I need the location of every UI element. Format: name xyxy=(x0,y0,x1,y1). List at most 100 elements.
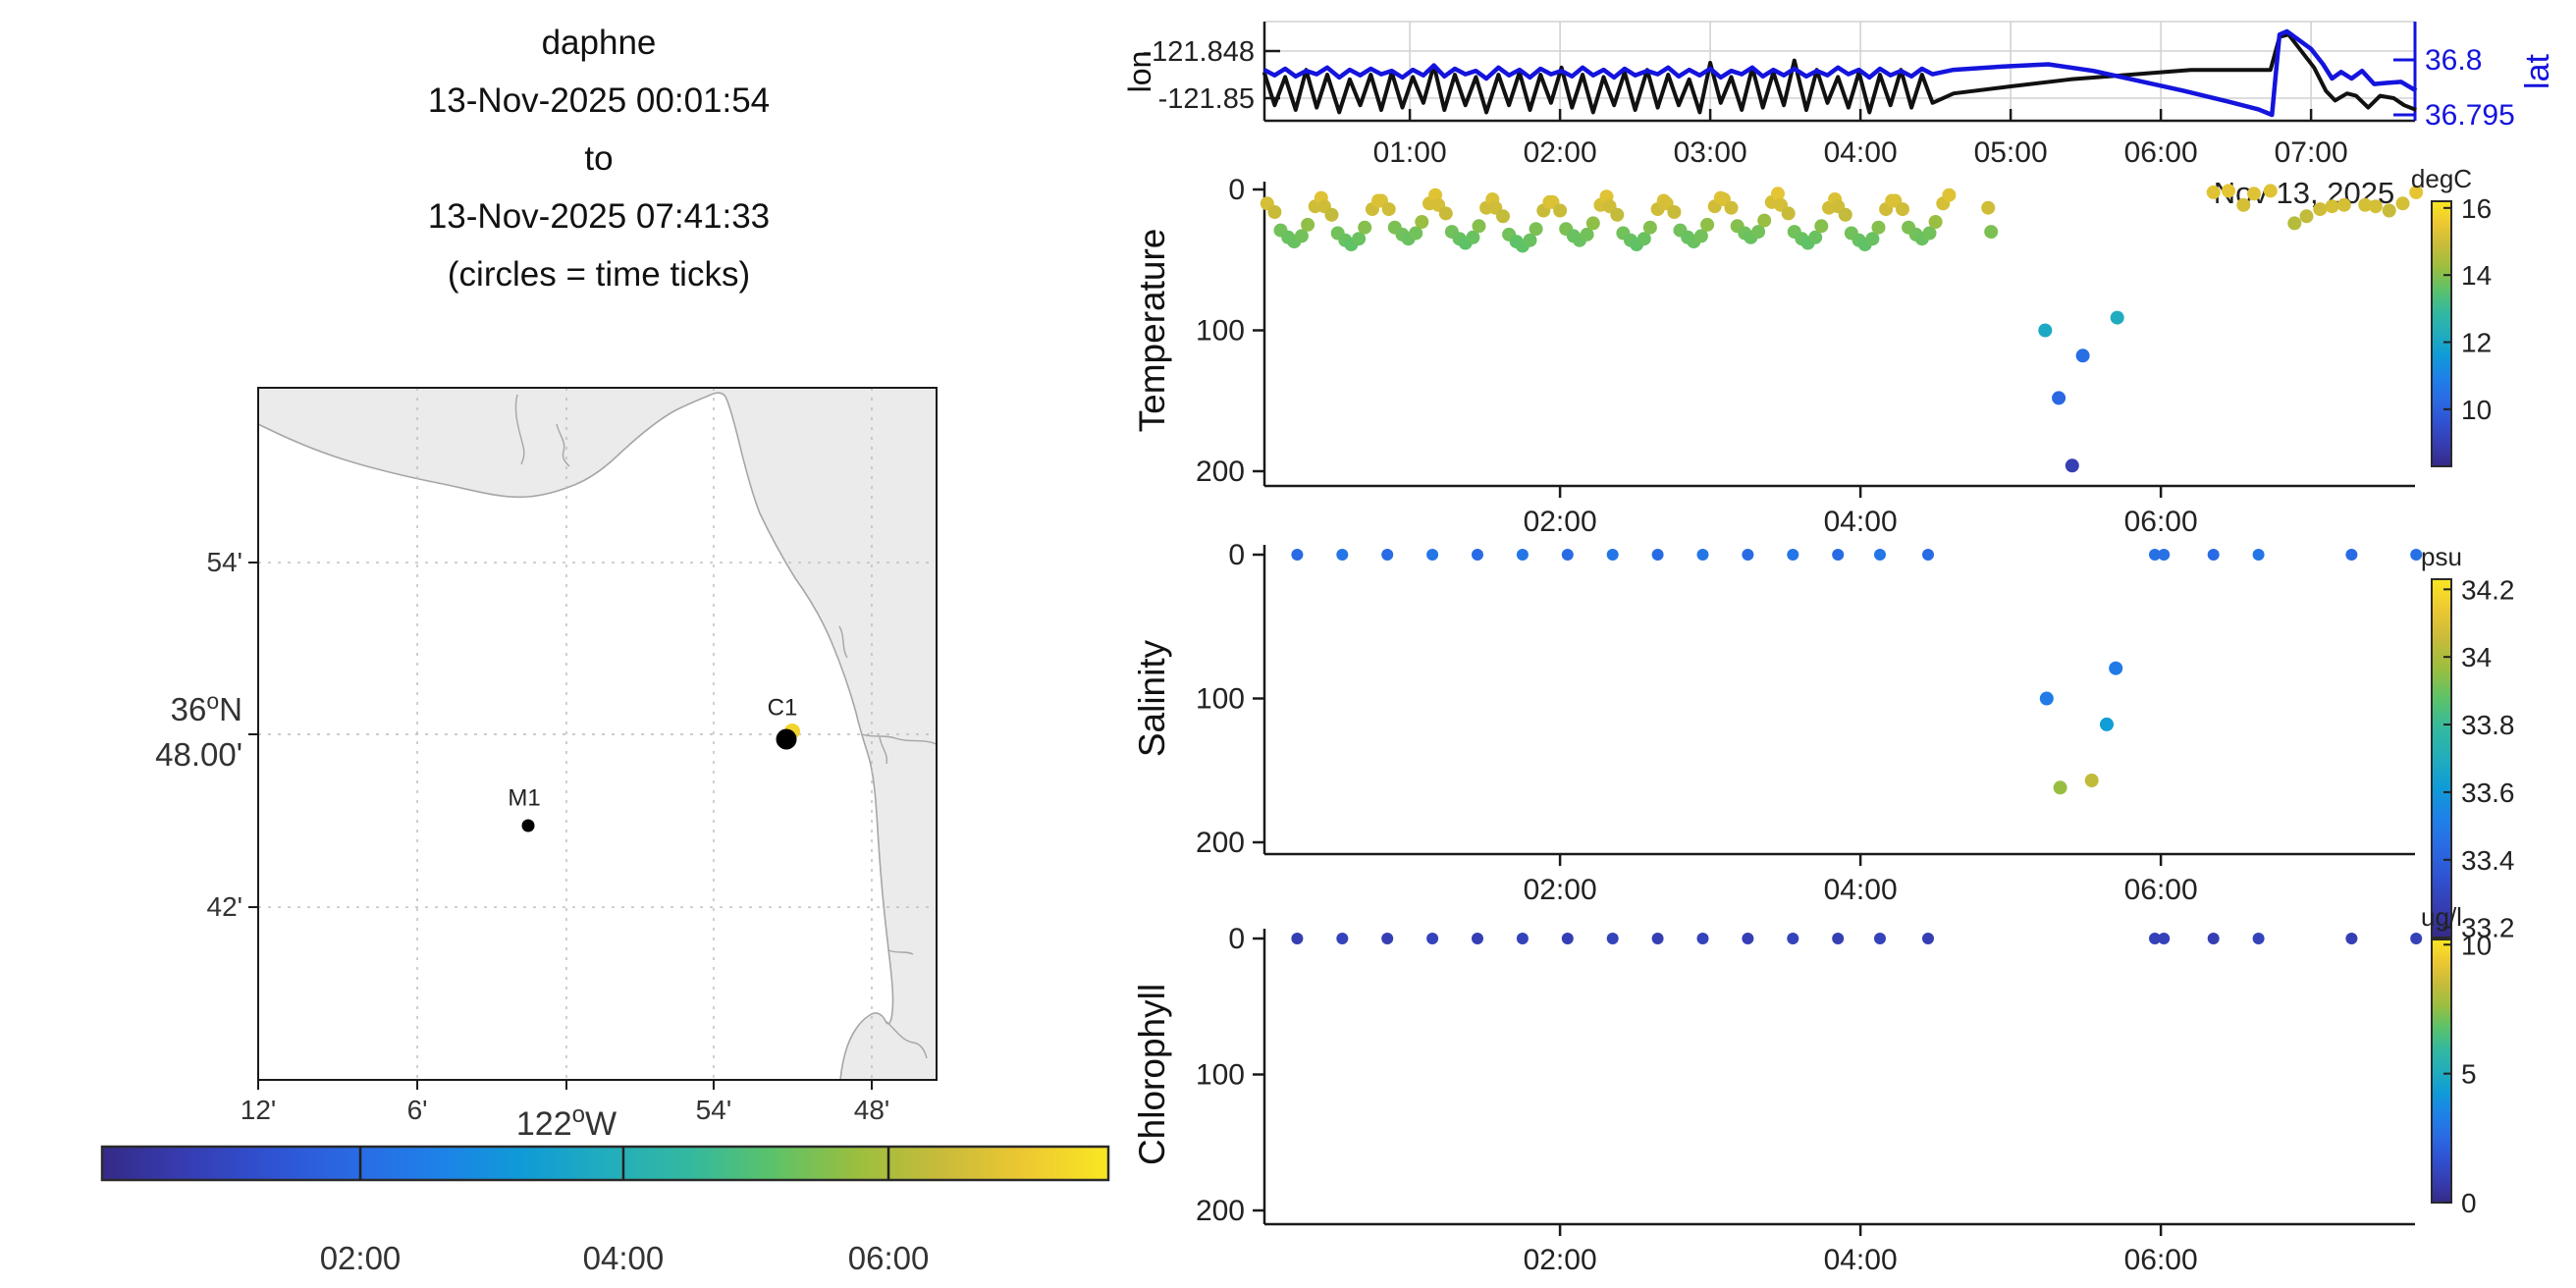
salinity-colorbar-tick-label: 33.2 xyxy=(2461,913,2515,943)
data-point xyxy=(1696,933,1709,944)
data-point xyxy=(1472,933,1483,944)
map-y-axis-min-label: 48.00' xyxy=(155,736,242,773)
strip-ylabel-lat: lat xyxy=(2519,53,2556,88)
data-point xyxy=(1742,549,1754,561)
data-point xyxy=(1874,933,1886,944)
time-colorbar-tick-label: 06:00 xyxy=(848,1240,930,1276)
data-point xyxy=(1496,209,1510,224)
data-point xyxy=(2247,187,2261,201)
mooring-marker-c1 xyxy=(776,728,797,750)
data-point xyxy=(1814,219,1829,234)
temperature-y-tick-label: 200 xyxy=(1196,456,1245,488)
data-point xyxy=(2382,203,2396,218)
strip-left-tick-label: -121.85 xyxy=(1158,83,1255,115)
time-colorbar-bar xyxy=(100,1145,1110,1182)
chlorophyll-x-tick-label: 04:00 xyxy=(1824,1244,1898,1276)
salinity-y-tick-label: 100 xyxy=(1196,683,1245,716)
data-point xyxy=(1896,202,1909,217)
data-point xyxy=(1832,933,1845,944)
mooring-marker-m1 xyxy=(521,819,535,832)
mission-end: 13-Nov-2025 07:41:33 xyxy=(427,197,771,236)
strip-x-tick-label: 02:00 xyxy=(1524,136,1597,169)
data-point xyxy=(2263,184,2278,198)
vehicle-name: daphne xyxy=(541,24,657,62)
strip-x-tick-label: 01:00 xyxy=(1373,136,1447,169)
data-point xyxy=(2084,774,2099,787)
time-colorbar: 02:00 04:00 06:00 xyxy=(100,1145,1110,1276)
data-point xyxy=(2410,549,2423,561)
chlorophyll-colorbar-unit: ug/l xyxy=(2421,902,2462,932)
data-point xyxy=(1523,233,1537,247)
chlorophyll-panel: 0 100 200 02:00 04:00 06:00 Chlorophyll 10 5 0 ug/… xyxy=(1132,902,2492,1276)
data-point xyxy=(1358,220,1372,235)
data-point xyxy=(2345,549,2358,561)
data-point xyxy=(2236,197,2251,212)
strip-x-tick-label: 05:00 xyxy=(1974,136,2048,169)
data-point xyxy=(2075,349,2090,363)
lon-line-series xyxy=(1261,32,2417,115)
salinity-y-tick-label: 200 xyxy=(1196,827,1245,859)
temperature-x-tick-label: 06:00 xyxy=(2124,506,2198,538)
temperature-colorbar-tick-label: 16 xyxy=(2461,193,2492,224)
data-point xyxy=(2325,199,2339,214)
data-point xyxy=(1553,203,1568,218)
strip-ylabel-lon: lon xyxy=(1122,51,1157,93)
map-y-tick-label: 54' xyxy=(207,547,243,577)
chlorophyll-x-tick-label: 02:00 xyxy=(1524,1244,1597,1276)
map-x-tick-label: 54' xyxy=(696,1095,732,1125)
data-point xyxy=(1415,215,1429,229)
data-point xyxy=(1637,232,1651,246)
data-point xyxy=(2287,216,2302,231)
chlorophyll-x-tick-label: 06:00 xyxy=(2124,1244,2198,1276)
data-point xyxy=(1516,549,1529,561)
data-point xyxy=(1693,229,1708,243)
data-point xyxy=(1336,933,1349,944)
data-point xyxy=(2313,202,2328,217)
data-point xyxy=(2345,933,2358,944)
chlorophyll-y-tick-label: 0 xyxy=(1228,923,1245,955)
data-point xyxy=(1838,207,1852,222)
data-point xyxy=(1922,549,1934,561)
data-point xyxy=(2149,933,2161,944)
data-point xyxy=(1267,205,1282,219)
temperature-x-tick-label: 04:00 xyxy=(1824,506,1898,538)
data-point xyxy=(1438,206,1453,221)
data-point xyxy=(1667,205,1682,219)
data-point xyxy=(1874,549,1886,561)
data-point xyxy=(1651,933,1664,944)
data-point xyxy=(2252,549,2265,561)
data-point xyxy=(1606,933,1619,944)
salinity-colorbar-tick-label: 33.4 xyxy=(2461,845,2515,876)
data-point xyxy=(2052,391,2066,405)
data-point xyxy=(1871,220,1886,235)
data-point xyxy=(1516,933,1529,944)
data-point xyxy=(2065,458,2079,473)
data-point xyxy=(1787,933,1799,944)
temperature-colorbar: 16 14 12 10 degC xyxy=(2411,164,2492,467)
mooring-label-c1: C1 xyxy=(768,694,798,721)
map-y-axis-deg-label: 36oN xyxy=(171,688,242,727)
data-point xyxy=(2053,780,2067,795)
salinity-colorbar-tick-label: 34.2 xyxy=(2461,574,2515,605)
data-point xyxy=(2222,184,2235,198)
map-x-tick-label: 6' xyxy=(407,1095,428,1125)
temperature-colorbar-tick-label: 14 xyxy=(2461,260,2492,291)
chlorophyll-colorbar-tick-label: 0 xyxy=(2461,1188,2477,1218)
salinity-colorbar: 34.2 34 33.8 33.6 33.4 33.2 psu xyxy=(2421,542,2514,943)
temperature-ylabel: Temperature xyxy=(1132,229,1172,433)
salinity-colorbar-unit: psu xyxy=(2421,542,2462,571)
data-point xyxy=(2109,661,2123,675)
data-point xyxy=(1291,933,1304,944)
chlorophyll-colorbar-tick-label: 5 xyxy=(2461,1059,2477,1090)
data-point xyxy=(2409,185,2424,199)
map-y-tick-label: 42' xyxy=(207,891,243,922)
title-note: (circles = time ticks) xyxy=(447,255,751,294)
strip-x-tick-label: 07:00 xyxy=(2275,136,2348,169)
data-point xyxy=(2336,197,2351,212)
data-point xyxy=(1381,202,1396,217)
data-point xyxy=(2410,933,2423,944)
mooring-label-m1: M1 xyxy=(508,784,540,811)
chlorophyll-scatter-points xyxy=(1291,933,2423,944)
data-point xyxy=(1336,549,1349,561)
